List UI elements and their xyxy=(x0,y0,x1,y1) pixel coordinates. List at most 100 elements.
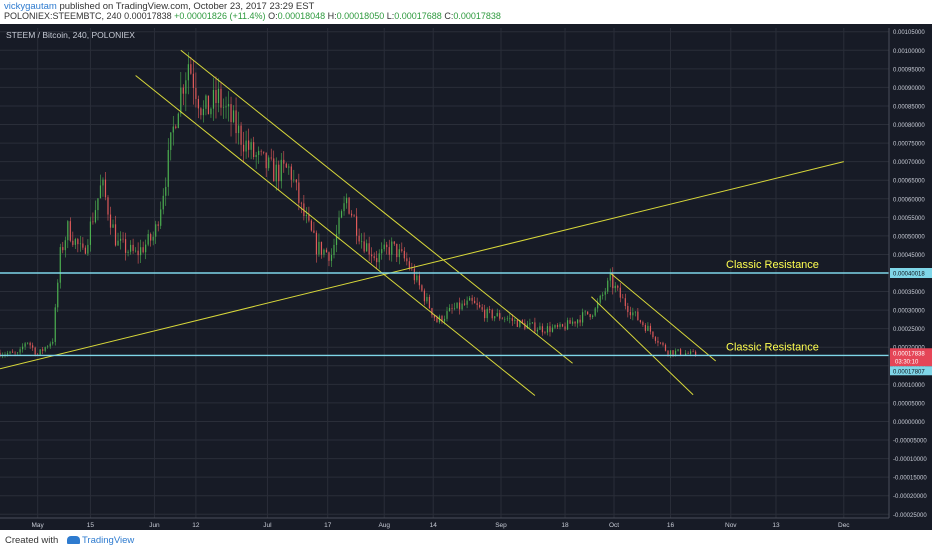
candle-body xyxy=(376,258,378,263)
candle-body xyxy=(197,99,199,109)
y-tick-label: 0.00055000 xyxy=(893,216,925,222)
last-price: 0.00017838 xyxy=(124,11,172,21)
candle-body xyxy=(366,243,368,252)
candle-body xyxy=(516,320,518,327)
candle-body xyxy=(34,347,36,355)
candle-body xyxy=(396,243,398,258)
candle-body xyxy=(215,89,217,104)
trendline xyxy=(135,75,536,396)
candle-body xyxy=(177,113,179,129)
candle-body xyxy=(587,311,589,315)
candle-body xyxy=(298,182,300,203)
last-price-text: 0.00017838 xyxy=(893,351,925,357)
candle-body xyxy=(217,88,220,104)
candle-body xyxy=(634,311,636,313)
candle-body xyxy=(335,233,338,245)
candle-body xyxy=(519,320,521,327)
candle-body xyxy=(119,238,122,241)
chart-area[interactable]: Classic Resistance Classic Resistance 0.0… xyxy=(0,24,932,530)
tradingview-logo-icon xyxy=(66,536,80,545)
resistance-label: Classic Resistance xyxy=(726,341,819,353)
candle-body xyxy=(348,197,350,214)
candle-body xyxy=(451,307,453,309)
candle-body xyxy=(39,349,41,355)
candle-body xyxy=(461,303,463,310)
candle-body xyxy=(353,215,355,217)
candle-body xyxy=(534,322,536,332)
previous-price-badge xyxy=(890,366,932,376)
candle-body xyxy=(74,239,76,245)
candle-body xyxy=(318,241,320,255)
candle-body xyxy=(652,331,654,338)
candle-body xyxy=(644,325,647,331)
candle-body xyxy=(692,351,694,353)
candle-body xyxy=(47,346,49,348)
candle-body xyxy=(627,306,629,313)
candle-body xyxy=(632,312,634,316)
candle-body xyxy=(112,224,114,228)
footer: Created with TradingView xyxy=(0,531,932,550)
candle-body xyxy=(496,313,498,317)
candle-body xyxy=(579,319,581,323)
y-tick-label: 0.00045000 xyxy=(893,253,925,259)
candle-body xyxy=(554,325,556,328)
candle-body xyxy=(486,308,488,319)
candle-body xyxy=(514,320,516,321)
candle-body xyxy=(283,159,285,164)
x-tick-label: 16 xyxy=(667,522,675,529)
candle-body xyxy=(22,346,24,350)
candle-body xyxy=(561,324,564,327)
candle-body xyxy=(300,202,302,204)
x-tick-label: Oct xyxy=(609,522,619,529)
author-link[interactable]: vickygautam xyxy=(4,1,57,12)
candle-body xyxy=(506,318,508,320)
candle-body xyxy=(576,319,579,324)
candle-body xyxy=(124,239,127,253)
candle-body xyxy=(14,352,16,354)
candle-body xyxy=(155,224,157,237)
candle-body xyxy=(232,110,235,123)
y-tick-label: 0.00100000 xyxy=(893,49,925,55)
candle-body xyxy=(132,244,134,251)
candle-body xyxy=(443,318,446,322)
candle-body xyxy=(165,186,167,196)
candle-body xyxy=(185,80,187,94)
candle-body xyxy=(325,249,328,253)
x-tick-label: 13 xyxy=(772,522,780,529)
candle-body xyxy=(594,308,596,316)
candle-body xyxy=(489,308,491,310)
candle-body xyxy=(315,232,318,255)
candle-body xyxy=(117,240,119,246)
candle-body xyxy=(72,240,74,245)
y-tick-label: 0.00025000 xyxy=(893,327,925,333)
candle-body xyxy=(386,244,388,248)
trendline xyxy=(609,272,717,362)
candle-body xyxy=(536,329,539,332)
candle-body xyxy=(200,108,202,116)
candle-body xyxy=(582,312,584,323)
last-price-badge xyxy=(890,348,932,367)
candle-body xyxy=(401,249,403,251)
candle-body xyxy=(687,353,689,354)
price-chart[interactable]: Classic Resistance Classic Resistance 0.0… xyxy=(0,24,932,530)
candle-body xyxy=(667,350,669,355)
candle-body xyxy=(172,126,174,133)
candle-body xyxy=(456,302,458,309)
candle-body xyxy=(275,164,277,182)
candle-body xyxy=(137,250,139,256)
candle-body xyxy=(446,311,448,319)
candle-body xyxy=(235,110,237,134)
candle-body xyxy=(453,308,456,309)
candle-body xyxy=(604,291,606,295)
candle-body xyxy=(371,254,373,257)
candle-body xyxy=(222,107,225,108)
candle-body xyxy=(677,349,679,351)
candle-body xyxy=(109,214,112,228)
tradingview-link[interactable]: TradingView xyxy=(81,535,135,546)
candle-body xyxy=(27,342,29,344)
candle-body xyxy=(89,221,92,245)
candle-body xyxy=(614,285,616,289)
candle-body xyxy=(135,250,137,252)
x-tick-label: Jun xyxy=(149,522,160,529)
candle-body xyxy=(373,256,375,259)
